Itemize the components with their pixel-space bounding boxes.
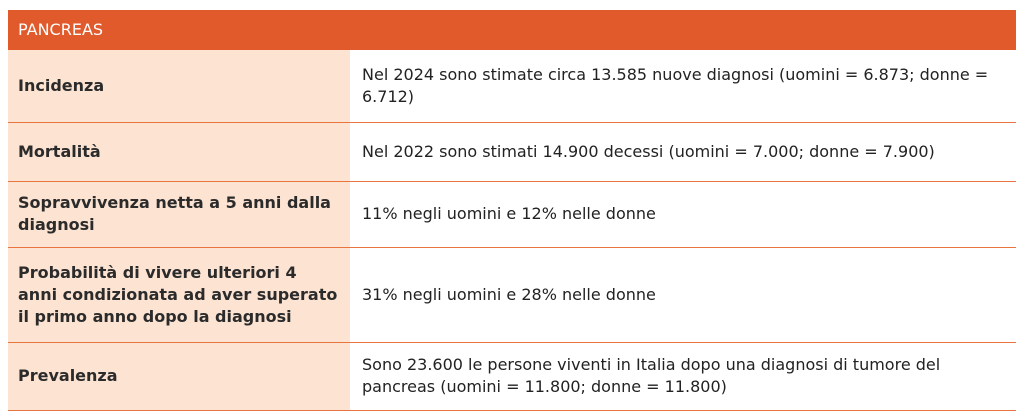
row-value: Sono 23.600 le persone viventi in Italia… <box>350 342 1016 411</box>
table-row: Sopravvivenza netta a 5 anni dalla diagn… <box>8 181 1016 248</box>
row-label: Incidenza <box>8 50 350 123</box>
row-label: Probabilità di vivere ulteriori 4 anni c… <box>8 247 350 343</box>
row-value: 11% negli uomini e 12% nelle donne <box>350 181 1016 248</box>
row-value: Nel 2022 sono stimati 14.900 decessi (uo… <box>350 122 1016 182</box>
row-value: Nel 2024 sono stimate circa 13.585 nuove… <box>350 50 1016 123</box>
row-label: Prevalenza <box>8 342 350 411</box>
table-header: PANCREAS <box>8 10 1016 50</box>
row-value: 31% negli uomini e 28% nelle donne <box>350 247 1016 343</box>
table-body: Incidenza Nel 2024 sono stimate circa 13.… <box>8 50 1016 411</box>
table: Incidenza Nel 2024 sono stimate circa 13.… <box>8 50 1016 411</box>
row-label: Sopravvivenza netta a 5 anni dalla diagn… <box>8 181 350 248</box>
table-row: Incidenza Nel 2024 sono stimate circa 13.… <box>8 50 1016 123</box>
table-row: Probabilità di vivere ulteriori 4 anni c… <box>8 247 1016 343</box>
info-table: PANCREAS Incidenza Nel 2024 sono stimate … <box>8 10 1016 411</box>
table-row: Prevalenza Sono 23.600 le persone viventi… <box>8 342 1016 411</box>
table-row: Mortalità Nel 2022 sono stimati 14.900 de… <box>8 122 1016 182</box>
row-label: Mortalità <box>8 122 350 182</box>
